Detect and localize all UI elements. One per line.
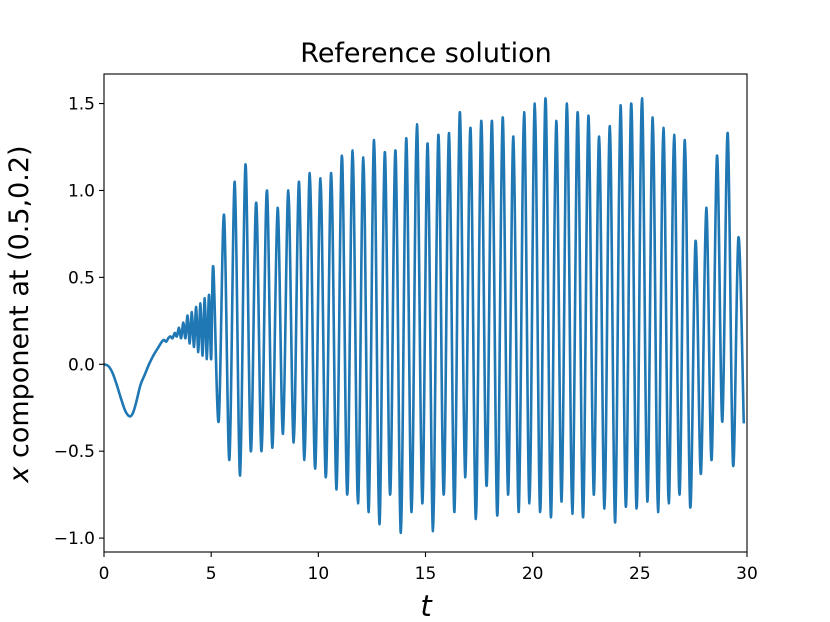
x-tick-label: 30: [736, 564, 758, 584]
chart-title: Reference solution: [300, 38, 551, 69]
x-axis-label: t: [420, 589, 433, 622]
y-tick-label: 0.5: [68, 268, 95, 288]
y-tick-label: 1.5: [68, 95, 95, 115]
x-tick-label: 20: [522, 564, 544, 584]
x-tick-label: 15: [415, 564, 437, 584]
x-tick-label: 25: [629, 564, 651, 584]
x-tick-label: 10: [308, 564, 330, 584]
y-tick-label: 0.0: [68, 355, 95, 375]
series-line: [104, 97, 746, 535]
x-axis: 0 5 10 15 20 25 30: [99, 552, 758, 584]
x-tick-label: 0: [99, 564, 110, 584]
plot-area: [103, 73, 748, 553]
y-tick-label: −1.0: [54, 529, 95, 549]
y-tick-label: −0.5: [54, 442, 95, 462]
y-axis-label: x component at (0.5,0.2): [4, 145, 35, 483]
y-axis-label-var: x: [4, 466, 35, 484]
y-axis: −1.0 −0.5 0.0 0.5 1.0 1.5: [54, 95, 104, 549]
y-tick-label: 1.0: [68, 181, 95, 201]
y-axis-label-rest: component at (0.5,0.2): [4, 145, 35, 466]
x-tick-label: 5: [206, 564, 217, 584]
